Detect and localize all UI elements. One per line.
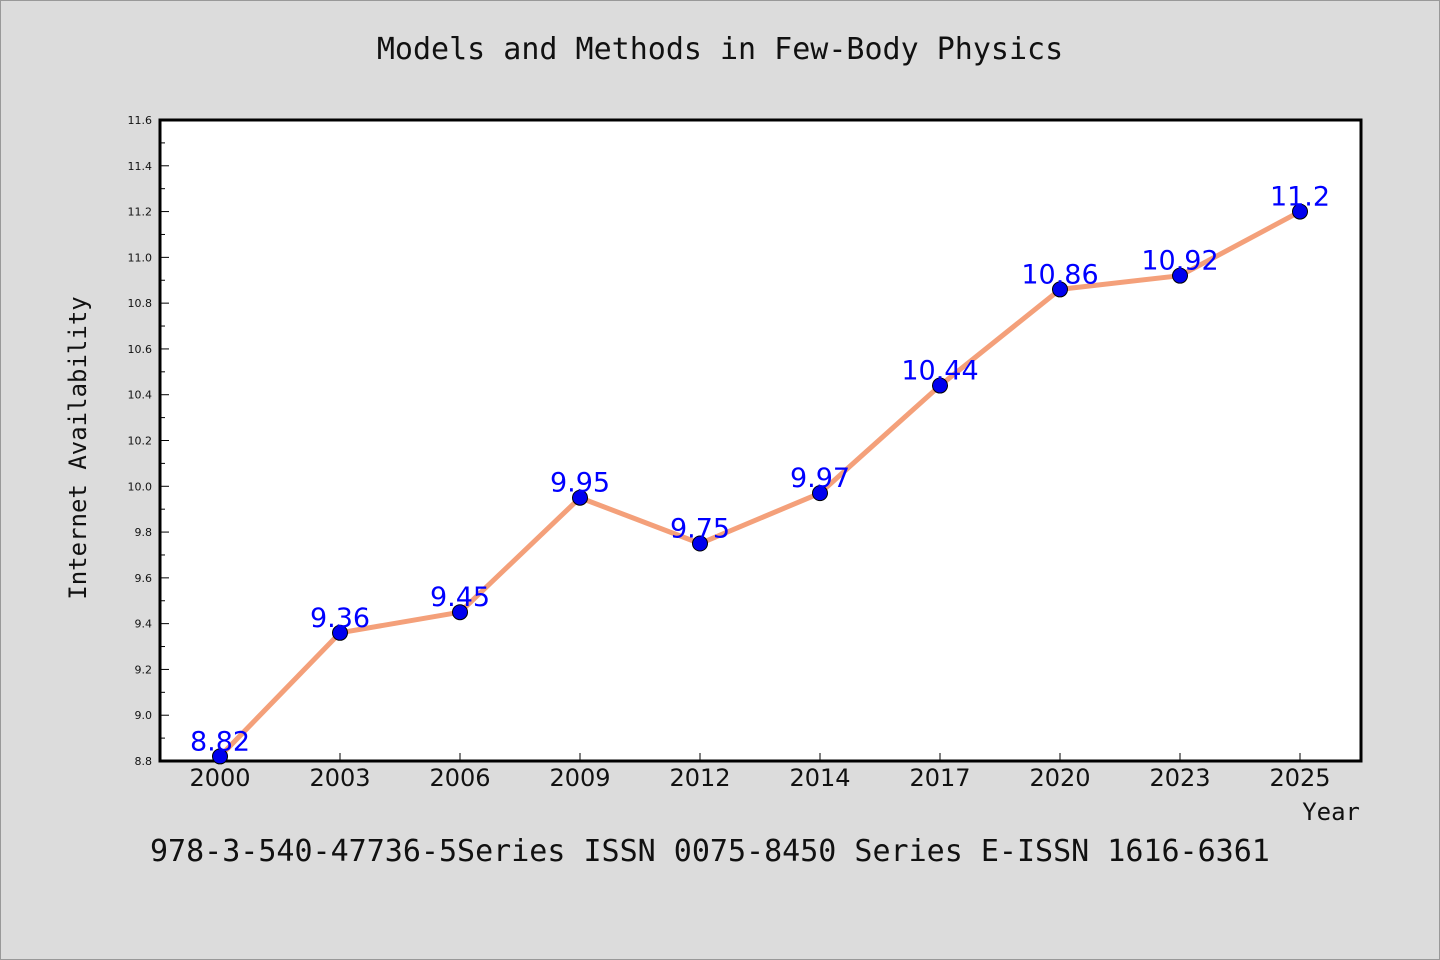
data-label: 10.44: [901, 356, 978, 387]
footer-issn-text: 978-3-540-47736-5Series ISSN 0075-8450 S…: [150, 834, 1270, 869]
y-tick-label: 9.2: [135, 663, 153, 676]
data-label: 11.2: [1270, 182, 1330, 213]
x-tick-label: 2009: [549, 764, 610, 792]
y-tick-label: 9.8: [135, 526, 153, 539]
y-axis: 8.8 9.0 9.2 9.4 9.6 9.8 10.0 10.2 10.4 10.6 10.8 11…: [128, 114, 169, 768]
data-point: [332, 624, 348, 641]
data-point: [1292, 203, 1308, 220]
data-label: 9.95: [550, 468, 610, 499]
plot-area: [158, 118, 1363, 763]
y-tick-label: 11.2: [128, 206, 153, 219]
y-axis-label: Internet Availability: [64, 296, 92, 599]
data-label: 9.75: [670, 514, 730, 545]
x-tick-label: 2006: [429, 764, 490, 792]
data-point: [1172, 267, 1188, 284]
data-point: [692, 535, 708, 552]
y-tick-label: 10.4: [128, 389, 153, 402]
data-point: [1052, 281, 1068, 298]
data-point: [572, 489, 588, 506]
y-tick-label: 9.4: [135, 618, 153, 631]
data-point: [212, 748, 228, 765]
y-tick-label: 8.8: [135, 755, 153, 768]
data-label: 8.82: [190, 726, 250, 757]
x-tick-label: 2023: [1149, 764, 1210, 792]
series-line: [217, 209, 1303, 759]
x-tick-label: 2017: [909, 764, 970, 792]
series-layer: 8.82 9.36 9.45 9.95 9.75 9.97 10.44 10.86 10.92 1…: [190, 182, 1330, 765]
y-tick-label: 10.6: [128, 343, 153, 356]
data-label: 10.86: [1021, 259, 1098, 290]
chart-title: Models and Methods in Few-Body Physics: [376, 32, 1064, 67]
x-tick-label: 2000: [189, 764, 250, 792]
y-tick-label: 10.0: [128, 480, 153, 493]
data-point: [812, 485, 828, 502]
x-tick-label: 2003: [309, 764, 370, 792]
y-tick-label: 9.0: [135, 709, 153, 722]
y-tick-label: 10.2: [128, 435, 153, 448]
y-tick-label: 11.0: [128, 251, 153, 264]
x-tick-label: 2020: [1029, 764, 1090, 792]
y-tick-label: 11.6: [128, 114, 153, 127]
y-tick-label: 9.6: [135, 572, 153, 585]
x-axis: 2000 2003 2006 2009 2012 2014 2017 2020 2023 2025: [189, 753, 1331, 792]
data-label: 9.97: [790, 463, 850, 494]
data-label: 9.36: [310, 603, 370, 634]
x-tick-label: 2012: [669, 764, 730, 792]
x-tick-label: 2025: [1269, 764, 1330, 792]
data-label: 9.45: [430, 582, 490, 613]
y-tick-label: 11.4: [128, 160, 153, 173]
data-point: [932, 377, 948, 394]
data-point: [452, 604, 468, 621]
data-label: 10.92: [1141, 246, 1218, 277]
x-axis-label: Year: [1302, 798, 1360, 826]
y-tick-label: 10.8: [128, 297, 153, 310]
x-tick-label: 2014: [789, 764, 850, 792]
